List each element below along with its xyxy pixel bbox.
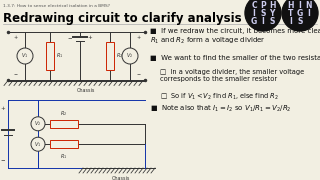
Text: S: S: [297, 17, 303, 26]
Text: ■  If we redraw the circuit, it becomes more clear that
$R_1$ and $R_2$ form a v: ■ If we redraw the circuit, it becomes m…: [150, 28, 320, 46]
Text: I: I: [261, 17, 264, 26]
Text: +: +: [88, 35, 92, 40]
Text: $V_1$: $V_1$: [21, 51, 28, 60]
Text: ■  We want to find the smaller of the two resistances: ■ We want to find the smaller of the two…: [150, 55, 320, 61]
Text: I: I: [252, 8, 255, 17]
Bar: [106, 42, 114, 70]
Text: ■  Note also that $I_1 = I_2$ so $V_1/R_1 = V_2/R_2$: ■ Note also that $I_1 = I_2$ so $V_1/R_1…: [150, 104, 292, 114]
Text: □  In a voltage divider, the smaller voltage
corresponds to the smaller resistor: □ In a voltage divider, the smaller volt…: [160, 69, 304, 82]
Text: −: −: [0, 158, 5, 163]
Circle shape: [31, 117, 45, 131]
Text: $V_2$: $V_2$: [126, 51, 133, 60]
Text: S: S: [260, 8, 266, 17]
Text: Y: Y: [269, 8, 275, 17]
Text: H: H: [269, 1, 275, 10]
Circle shape: [17, 48, 33, 64]
Text: G: G: [297, 8, 303, 17]
Text: S: S: [269, 17, 275, 26]
Bar: [46, 42, 54, 70]
Text: T: T: [288, 8, 294, 17]
Text: $V_1$: $V_1$: [35, 140, 42, 149]
Text: $R_2$: $R_2$: [116, 51, 123, 60]
Text: Redrawing circuit to clarify analysis: Redrawing circuit to clarify analysis: [3, 12, 242, 25]
Text: $R_1$: $R_1$: [60, 152, 68, 161]
Text: G: G: [251, 17, 257, 26]
Text: □  So if $V_1 < V_2$ find $R_1$, else find $R_2$: □ So if $V_1 < V_2$ find $R_1$, else fin…: [160, 92, 279, 102]
Circle shape: [122, 48, 138, 64]
Text: P: P: [260, 1, 266, 10]
Text: I: I: [299, 1, 301, 10]
Text: 1.3.7: How to sense electrical isolation in a BMS?: 1.3.7: How to sense electrical isolation…: [3, 4, 110, 8]
Bar: [50, 140, 78, 148]
Text: $V_2$: $V_2$: [35, 119, 42, 128]
Text: +: +: [137, 35, 141, 40]
Text: C: C: [251, 1, 257, 10]
Text: I: I: [308, 8, 310, 17]
Text: +: +: [0, 105, 5, 111]
Text: H: H: [288, 1, 294, 10]
Text: Chassis: Chassis: [112, 176, 130, 180]
Text: −: −: [14, 72, 18, 77]
Bar: [50, 120, 78, 128]
Circle shape: [31, 137, 45, 151]
Text: −: −: [137, 72, 141, 77]
Text: N: N: [306, 1, 312, 10]
Text: $R_1$: $R_1$: [56, 51, 63, 60]
Text: Chassis: Chassis: [77, 87, 95, 93]
Text: −: −: [68, 35, 72, 40]
Text: I: I: [290, 17, 292, 26]
Ellipse shape: [245, 0, 281, 31]
Text: +: +: [14, 35, 18, 40]
Text: $R_2$: $R_2$: [60, 109, 68, 118]
Ellipse shape: [282, 0, 318, 31]
